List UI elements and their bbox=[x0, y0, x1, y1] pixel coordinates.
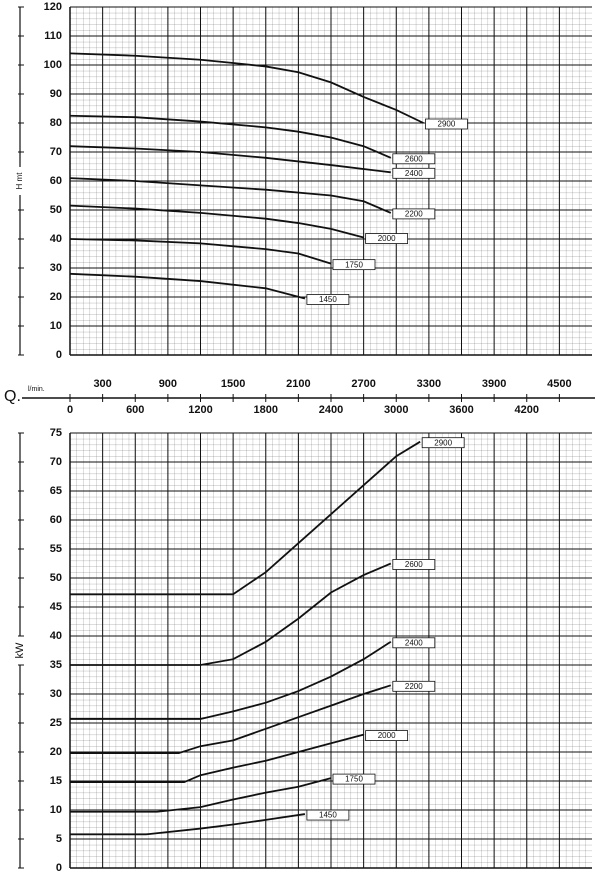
q-label: Q. bbox=[4, 388, 21, 405]
curve bbox=[70, 684, 392, 755]
curve-label-box bbox=[392, 559, 436, 570]
y-tick-label: 5 bbox=[56, 833, 62, 845]
curve-label-box bbox=[392, 208, 436, 220]
curve-label-box bbox=[332, 259, 376, 271]
x-tick-label: 4500 bbox=[547, 378, 571, 390]
y-tick-label: 0 bbox=[56, 349, 62, 361]
curve bbox=[69, 145, 391, 174]
y-tick-label: 75 bbox=[50, 427, 62, 439]
y-tick-label: 35 bbox=[50, 659, 62, 671]
curve-label: 1750 bbox=[345, 775, 363, 784]
x-tick-label: 0 bbox=[67, 404, 73, 416]
y-tick-label: 30 bbox=[50, 262, 62, 274]
curve-label: 2600 bbox=[405, 154, 423, 163]
curve-label: 1450 bbox=[319, 295, 337, 304]
curve bbox=[69, 272, 306, 300]
x-tick-label: 600 bbox=[126, 404, 144, 416]
curve-label: 2000 bbox=[378, 234, 396, 243]
curve-label: 2600 bbox=[405, 560, 423, 569]
curve-label-box bbox=[392, 680, 436, 692]
y-tick-label: 60 bbox=[50, 514, 62, 526]
curve bbox=[70, 733, 364, 784]
curve-label: 2200 bbox=[405, 210, 423, 219]
curve-label-box bbox=[421, 437, 465, 449]
y-label-bg bbox=[12, 636, 28, 665]
y-tick-label: 120 bbox=[44, 1, 62, 13]
curve bbox=[70, 813, 306, 836]
x-tick-label: 1500 bbox=[221, 378, 245, 390]
x-tick-label: 2400 bbox=[319, 404, 343, 416]
y-tick-label: 55 bbox=[50, 543, 62, 555]
y-label-bg bbox=[12, 167, 28, 195]
y-tick-label: 100 bbox=[44, 59, 62, 71]
y-tick-label: 70 bbox=[50, 146, 62, 158]
y-tick-label: 0 bbox=[56, 862, 62, 874]
curve-label-box bbox=[332, 773, 376, 785]
x-tick-label: 3600 bbox=[449, 404, 473, 416]
y-tick-label: 50 bbox=[50, 572, 62, 584]
curve bbox=[69, 114, 392, 159]
curve bbox=[69, 52, 424, 124]
curve-label: 2900 bbox=[438, 120, 456, 129]
curve bbox=[69, 177, 392, 214]
curve-label: 2400 bbox=[405, 169, 423, 178]
y-label: H mt bbox=[15, 172, 24, 190]
curve-label-box bbox=[365, 233, 409, 244]
curve-label: 2400 bbox=[405, 638, 423, 647]
curve bbox=[70, 641, 392, 720]
y-tick-label: 45 bbox=[50, 601, 62, 613]
curve-label-box bbox=[425, 118, 468, 130]
y-tick-label: 15 bbox=[50, 775, 62, 787]
curve bbox=[69, 238, 332, 265]
y-tick-label: 80 bbox=[50, 117, 62, 129]
y-tick-label: 25 bbox=[50, 717, 62, 729]
curve-label: 2900 bbox=[434, 438, 452, 447]
y-tick-label: 20 bbox=[50, 291, 62, 303]
x-tick-label: 3000 bbox=[384, 404, 408, 416]
q-unit: l/min. bbox=[28, 386, 45, 393]
x-tick-label: 3300 bbox=[417, 378, 441, 390]
curve-label-box bbox=[392, 153, 436, 165]
y-tick-label: 65 bbox=[50, 485, 62, 497]
x-tick-label: 300 bbox=[93, 378, 111, 390]
y-tick-label: 10 bbox=[50, 804, 62, 816]
y-tick-label: 110 bbox=[44, 30, 62, 42]
y-tick-label: 30 bbox=[50, 688, 62, 700]
y-tick-label: 40 bbox=[50, 630, 62, 642]
x-tick-label: 2700 bbox=[351, 378, 375, 390]
curve-label-box bbox=[306, 294, 350, 305]
y-tick-label: 70 bbox=[50, 456, 62, 468]
y-tick-label: 10 bbox=[50, 320, 62, 332]
curve-label-box bbox=[365, 730, 409, 741]
curve-label-box bbox=[392, 637, 436, 649]
y-tick-label: 50 bbox=[50, 204, 62, 216]
y-tick-label: 60 bbox=[50, 175, 62, 187]
curve bbox=[70, 440, 421, 596]
curve bbox=[70, 777, 332, 813]
curve-label: 1450 bbox=[319, 811, 337, 820]
x-tick-label: 900 bbox=[159, 378, 177, 390]
curve-label-box bbox=[392, 167, 436, 179]
y-tick-label: 90 bbox=[50, 88, 62, 100]
x-tick-label: 3900 bbox=[482, 378, 506, 390]
x-tick-label: 2100 bbox=[286, 378, 310, 390]
curve bbox=[69, 204, 364, 239]
curve-label-box bbox=[306, 809, 350, 821]
y-label: kW bbox=[14, 642, 26, 659]
curve bbox=[70, 562, 392, 666]
curve-label: 2200 bbox=[405, 682, 423, 691]
y-tick-label: 40 bbox=[50, 233, 62, 245]
x-tick-label: 1200 bbox=[188, 404, 212, 416]
x-tick-label: 1800 bbox=[254, 404, 278, 416]
x-tick-label: 4200 bbox=[515, 404, 539, 416]
curve-label: 1750 bbox=[345, 260, 363, 269]
curve-label: 2000 bbox=[378, 731, 396, 740]
y-tick-label: 20 bbox=[50, 746, 62, 758]
